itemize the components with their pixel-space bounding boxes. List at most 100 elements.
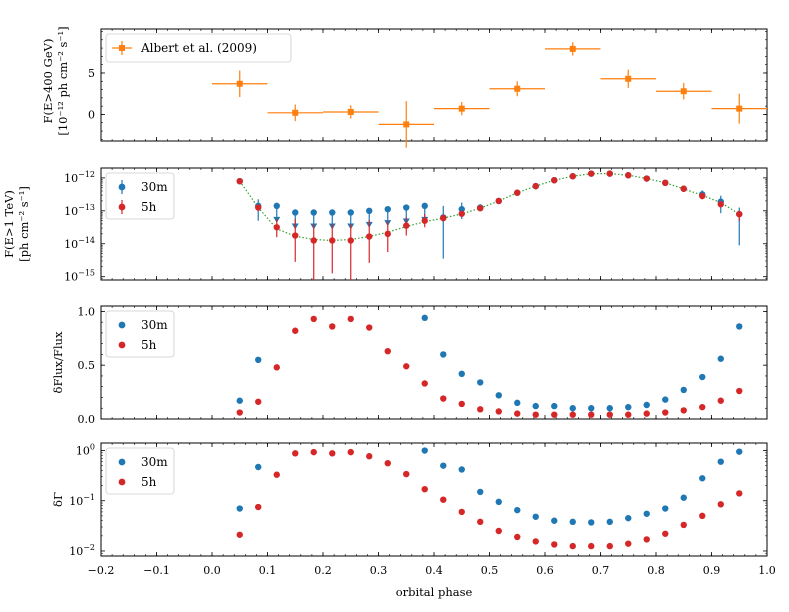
data-point — [532, 538, 539, 545]
y-tick-label-exp: −13 — [78, 203, 95, 212]
data-point — [606, 411, 613, 418]
data-point — [458, 508, 465, 516]
y-tick-label-base: 10 — [64, 271, 78, 284]
y-axis-label: δFlux/Flux — [51, 331, 65, 393]
data-point — [458, 105, 465, 112]
data-point — [588, 542, 595, 550]
data-point — [366, 453, 373, 460]
data-point — [662, 396, 669, 403]
data-point — [477, 379, 484, 386]
y-axis-label-units: [ph cm⁻² s⁻¹] — [17, 186, 31, 262]
legend-marker — [118, 458, 126, 466]
legend-box — [105, 33, 292, 63]
x-tick-label: 1.0 — [758, 564, 776, 577]
y-tick-label: 10−15 — [64, 269, 95, 284]
data-point — [347, 237, 354, 244]
data-point — [292, 232, 299, 239]
data-point — [680, 88, 687, 95]
data-point — [310, 315, 317, 323]
data-point — [680, 521, 687, 529]
data-point — [477, 488, 484, 496]
data-point — [273, 471, 280, 478]
data-point — [736, 105, 743, 112]
data-point — [329, 237, 336, 244]
legend-marker — [118, 203, 126, 211]
data-point — [255, 503, 262, 511]
data-point — [477, 518, 484, 526]
data-point — [680, 185, 687, 192]
data-point — [236, 531, 243, 538]
y-tick-label-exp: −15 — [78, 269, 95, 278]
y-tick-label: 5 — [88, 67, 95, 80]
legend-label: 5h — [141, 475, 157, 489]
data-point — [273, 224, 280, 231]
data-point — [532, 411, 539, 418]
x-tick-label: 0.7 — [592, 564, 610, 577]
data-point — [236, 505, 243, 512]
data-point — [403, 204, 410, 211]
data-point — [421, 380, 428, 387]
data-point — [680, 407, 687, 414]
x-axis-label: orbital phase — [396, 585, 473, 599]
x-tick-label: −0.2 — [88, 564, 115, 577]
data-point — [292, 450, 299, 457]
y-tick-label: 100 — [76, 443, 95, 458]
data-point — [625, 514, 632, 522]
data-point — [643, 510, 650, 517]
x-tick-label: 0.3 — [370, 564, 388, 577]
data-point — [551, 411, 558, 418]
data-point — [606, 405, 613, 412]
data-point — [403, 121, 410, 128]
y-tick-label: 0.5 — [78, 359, 96, 372]
data-point — [588, 411, 595, 418]
data-point — [643, 536, 650, 543]
data-point — [717, 201, 724, 208]
data-point — [236, 409, 243, 416]
data-point — [569, 45, 576, 52]
legend-label: 30m — [141, 455, 168, 469]
data-point — [699, 475, 706, 482]
data-point — [495, 527, 502, 535]
data-point — [403, 470, 410, 478]
y-tick-label-base: 10 — [69, 545, 83, 558]
data-point — [680, 494, 687, 501]
data-point — [569, 542, 576, 550]
data-point — [606, 542, 613, 550]
x-tick-label: 0.4 — [425, 564, 443, 577]
data-point — [458, 400, 465, 408]
y-tick-label-exp: 0 — [90, 443, 95, 452]
data-point — [329, 323, 336, 330]
data-point — [717, 355, 724, 362]
y-axis-label: F(E>400 GeV) — [41, 39, 55, 124]
data-point — [421, 447, 428, 454]
data-point — [514, 410, 521, 417]
data-point — [236, 80, 243, 87]
data-point — [440, 496, 447, 503]
y-tick-label-exp: −1 — [83, 493, 95, 502]
x-tick-label: 0.5 — [481, 564, 499, 577]
y-tick-label-base: 10 — [76, 445, 90, 458]
data-point — [440, 395, 447, 402]
data-point — [384, 459, 391, 467]
y-tick-label-base: 10 — [64, 172, 78, 185]
data-point — [384, 205, 391, 213]
data-point — [569, 173, 576, 180]
y-tick-label: 10−13 — [64, 203, 95, 218]
data-point — [273, 364, 280, 371]
data-point — [292, 327, 299, 334]
data-point — [736, 210, 743, 218]
data-point — [717, 501, 724, 508]
data-point — [625, 172, 632, 179]
data-point — [421, 217, 428, 224]
data-point — [625, 75, 632, 82]
data-point — [625, 540, 632, 547]
data-point — [643, 175, 650, 182]
data-point — [329, 209, 336, 216]
x-tick-label: −0.1 — [143, 564, 170, 577]
data-point — [625, 411, 632, 418]
data-point — [588, 170, 595, 177]
data-point — [514, 399, 521, 407]
data-point — [403, 363, 410, 370]
panel-3-frame — [100, 442, 768, 557]
